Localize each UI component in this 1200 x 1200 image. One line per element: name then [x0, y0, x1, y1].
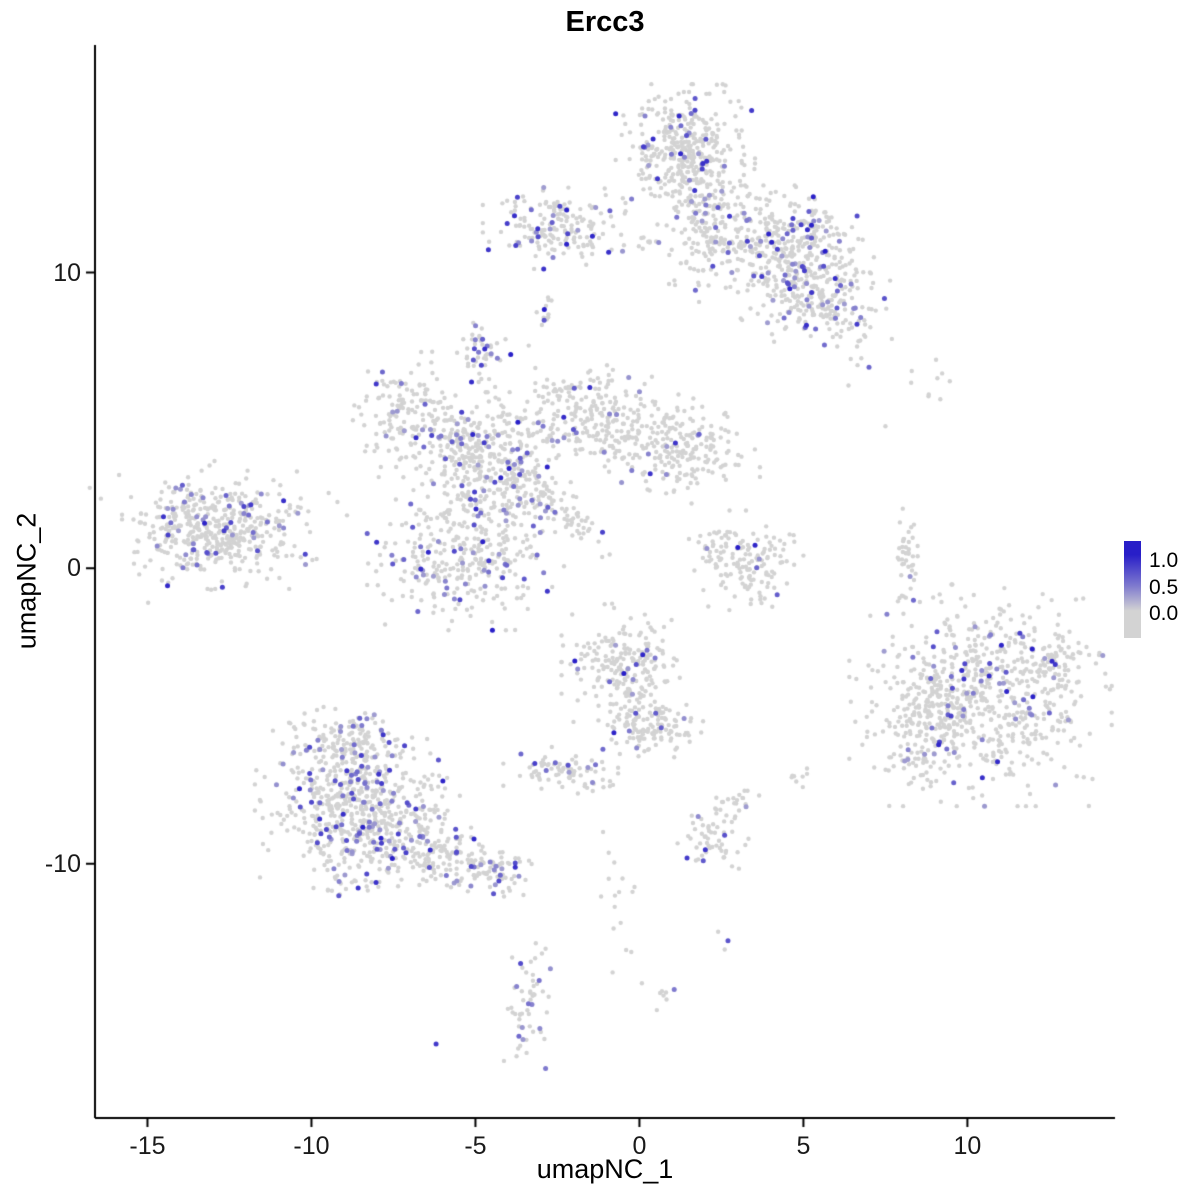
legend-gradient-bar — [1124, 541, 1141, 638]
x-axis-label: umapNC_1 — [536, 1154, 674, 1184]
y-tick-label: 0 — [67, 554, 81, 583]
x-tick-label: -15 — [129, 1132, 166, 1160]
x-tick-label: 5 — [796, 1132, 811, 1160]
legend-label-mid: 0.5 — [1149, 576, 1179, 599]
legend-label-high: 1.0 — [1149, 549, 1179, 572]
y-tick-label: -10 — [44, 849, 81, 878]
legend-label-low: 0.0 — [1149, 602, 1179, 625]
x-tick-label: 10 — [953, 1132, 982, 1160]
y-tick-label: 10 — [53, 258, 81, 287]
x-tick-label: -10 — [293, 1132, 330, 1160]
x-tick-label: 0 — [632, 1132, 647, 1160]
x-tick-label: -5 — [464, 1132, 487, 1160]
color-legend: 1.0 0.5 0.0 — [1124, 541, 1200, 638]
